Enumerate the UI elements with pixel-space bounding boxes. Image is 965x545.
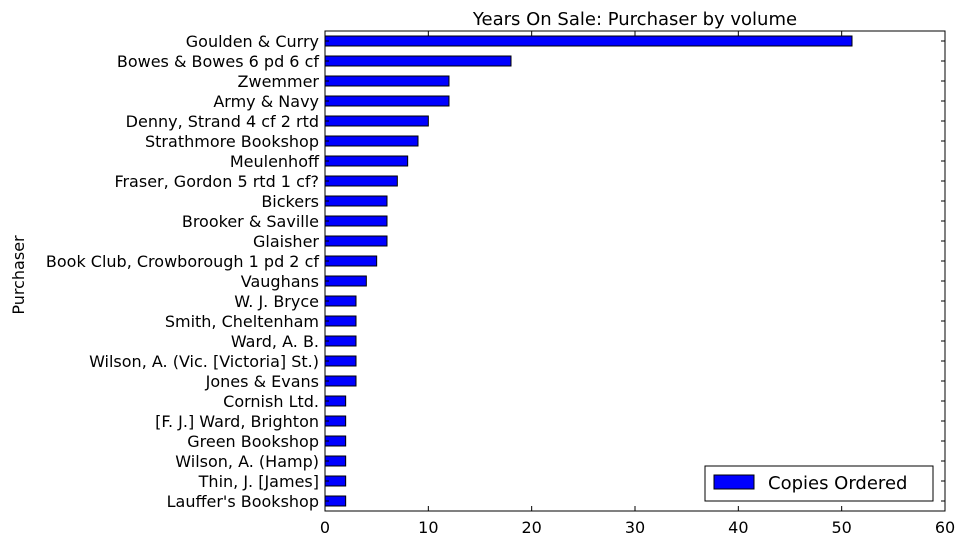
category-label: [F. J.] Ward, Brighton — [155, 412, 319, 431]
category-label: Denny, Strand 4 cf 2 rtd — [126, 112, 319, 131]
category-label: Wilson, A. (Hamp) — [175, 452, 319, 471]
x-tick-label: 60 — [935, 518, 955, 537]
category-label: Thin, J. [James] — [198, 472, 319, 491]
category-label: Army & Navy — [213, 92, 319, 111]
category-label: Bowes & Bowes 6 pd 6 cf — [117, 52, 320, 71]
bar — [324, 295, 357, 307]
bar — [324, 135, 419, 147]
legend-label: Copies Ordered — [768, 473, 907, 494]
x-tick-label: 0 — [320, 518, 330, 537]
category-label: Vaughans — [241, 272, 319, 291]
x-tick-label: 20 — [521, 518, 541, 537]
category-label: Green Bookshop — [187, 432, 319, 451]
category-label: W. J. Bryce — [234, 292, 319, 311]
y-axis-label: Purchaser — [9, 235, 28, 315]
category-label: Lauffer's Bookshop — [167, 492, 319, 511]
y-axis-ticks — [325, 40, 945, 502]
category-label: Strathmore Bookshop — [145, 132, 319, 151]
category-label: Fraser, Gordon 5 rtd 1 cf? — [114, 172, 319, 191]
plot-frame — [324, 30, 946, 512]
category-label: Cornish Ltd. — [223, 392, 319, 411]
x-tick-label: 40 — [728, 518, 748, 537]
bar — [324, 375, 357, 387]
bar — [324, 75, 450, 87]
bar — [324, 55, 512, 67]
bar — [324, 335, 357, 347]
x-tick-label: 50 — [831, 518, 851, 537]
category-label: Smith, Cheltenham — [165, 312, 319, 331]
category-label: Ward, A. B. — [231, 332, 319, 351]
category-label: Wilson, A. (Vic. [Victoria] St.) — [89, 352, 319, 371]
bar — [324, 95, 450, 107]
category-label: Goulden & Curry — [186, 32, 319, 51]
category-label: Zwemmer — [238, 72, 320, 91]
legend-swatch — [713, 474, 755, 490]
bar — [324, 315, 357, 327]
bar — [324, 235, 388, 247]
x-axis-ticks: 0 10 20 30 40 50 60 — [320, 31, 955, 537]
bar — [324, 195, 388, 207]
bar — [324, 155, 409, 167]
legend: Copies Ordered — [704, 465, 934, 502]
chart-title: Years On Sale: Purchaser by volume — [472, 9, 797, 30]
bar — [324, 275, 367, 287]
bar — [324, 35, 853, 47]
category-label: Bickers — [261, 192, 319, 211]
category-label: Glaisher — [253, 232, 319, 251]
bar — [324, 115, 429, 127]
bar — [324, 355, 357, 367]
bars-group — [324, 35, 853, 507]
category-label: Brooker & Saville — [182, 212, 319, 231]
x-tick-label: 10 — [418, 518, 438, 537]
bar — [324, 255, 378, 267]
category-label: Book Club, Crowborough 1 pd 2 cf — [46, 252, 319, 271]
bar — [324, 175, 398, 187]
category-label: Jones & Evans — [205, 372, 319, 391]
category-label: Meulenhoff — [230, 152, 320, 171]
x-tick-label: 30 — [625, 518, 645, 537]
bar — [324, 215, 388, 227]
